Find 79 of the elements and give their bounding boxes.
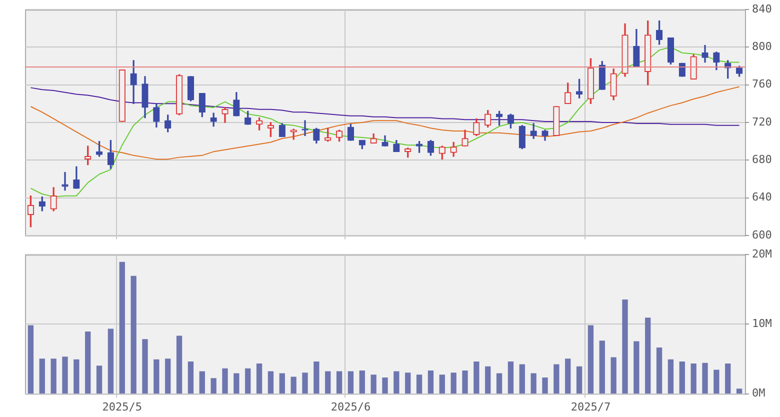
bar	[439, 374, 445, 394]
bar	[370, 374, 376, 394]
candlestick	[290, 128, 297, 140]
candlestick	[302, 120, 308, 136]
bar	[39, 358, 45, 394]
bar	[234, 373, 240, 394]
y-tick-label: 720	[752, 115, 772, 128]
bar	[576, 366, 582, 394]
bar	[656, 348, 662, 394]
bar	[542, 377, 548, 394]
bar	[222, 368, 228, 394]
bar	[394, 371, 400, 394]
bar	[496, 373, 502, 394]
y-tick-label: 640	[752, 190, 772, 204]
bar	[325, 371, 331, 394]
y-tick-label: 10M	[752, 317, 772, 330]
candlestick	[62, 172, 68, 191]
bar	[679, 361, 685, 394]
bar	[565, 358, 571, 394]
bar	[634, 341, 640, 394]
bar	[188, 361, 194, 394]
bar	[62, 356, 68, 394]
x-tick-label: 2025/5	[102, 400, 142, 414]
y-tick-label: 800	[752, 40, 772, 54]
bar	[519, 364, 525, 394]
bar	[714, 370, 720, 394]
y-tick-label: 20M	[752, 247, 772, 260]
bar	[416, 374, 422, 394]
bar	[428, 370, 434, 394]
bar	[599, 340, 605, 394]
bar	[382, 377, 388, 394]
bar	[554, 364, 560, 394]
bar	[645, 318, 651, 394]
bar	[450, 372, 456, 394]
bar	[176, 336, 182, 394]
bar	[405, 372, 411, 394]
bar	[245, 368, 251, 394]
y-tick-label: 680	[752, 152, 772, 166]
bar	[336, 371, 342, 394]
bar	[50, 358, 56, 394]
bar	[74, 359, 80, 394]
bar	[622, 300, 628, 394]
bar	[736, 388, 742, 394]
bar	[668, 359, 674, 394]
bar	[485, 366, 491, 394]
x-tick-label: 2025/7	[570, 400, 611, 414]
bar	[302, 372, 308, 394]
bar	[462, 370, 468, 394]
bar	[725, 364, 731, 394]
bar	[28, 325, 34, 394]
bar	[474, 361, 480, 394]
bar	[199, 371, 205, 394]
bar	[690, 364, 696, 394]
y-tick-label: 0M	[752, 386, 766, 400]
bar	[508, 361, 514, 394]
bar	[165, 358, 171, 394]
bar	[154, 359, 160, 394]
y-tick-label: 840	[752, 2, 772, 16]
bar	[610, 357, 616, 394]
bar	[279, 373, 285, 394]
y-tick-label: 760	[752, 78, 772, 91]
bar	[85, 332, 91, 394]
bar	[256, 364, 262, 394]
bar	[530, 373, 536, 394]
bar	[359, 370, 365, 394]
bar	[210, 378, 216, 394]
bar	[108, 328, 114, 394]
bar	[702, 362, 708, 394]
bar	[290, 376, 296, 394]
x-tick-label: 2025/6	[330, 400, 371, 414]
bar	[588, 325, 594, 394]
bar	[348, 371, 354, 394]
bar	[130, 276, 136, 394]
bar	[96, 366, 102, 394]
bar	[119, 262, 125, 394]
y-tick-label: 600	[752, 228, 772, 242]
bar	[268, 371, 274, 394]
bar	[142, 339, 148, 394]
bar	[314, 361, 320, 394]
